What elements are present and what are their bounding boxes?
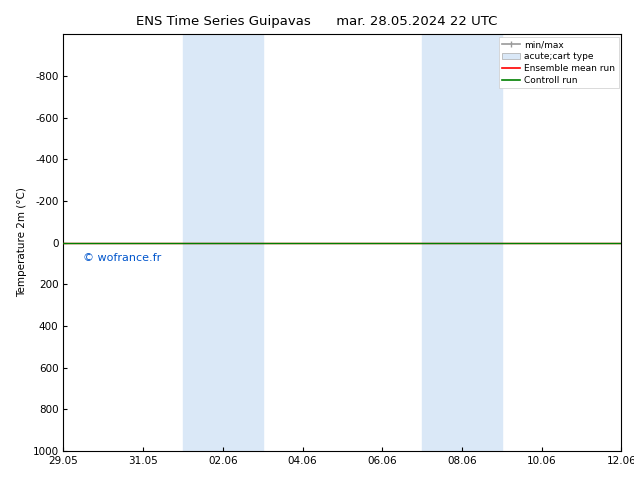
Text: ENS Time Series Guipavas      mar. 28.05.2024 22 UTC: ENS Time Series Guipavas mar. 28.05.2024…: [136, 15, 498, 28]
Y-axis label: Temperature 2m (°C): Temperature 2m (°C): [17, 188, 27, 297]
Bar: [183, 34, 262, 451]
Bar: [422, 34, 501, 451]
Text: © wofrance.fr: © wofrance.fr: [83, 253, 162, 263]
Legend: min/max, acute;cart type, Ensemble mean run, Controll run: min/max, acute;cart type, Ensemble mean …: [499, 37, 619, 88]
